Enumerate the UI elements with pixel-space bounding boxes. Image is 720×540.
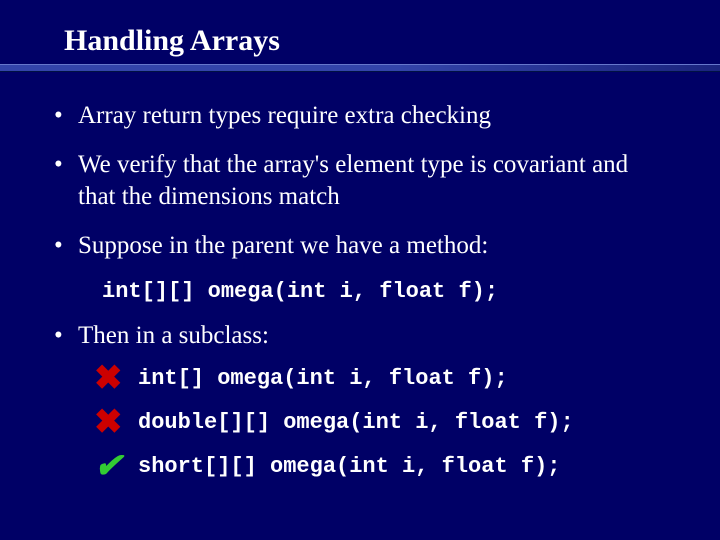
bullet-dot-icon: • xyxy=(54,149,78,180)
bullet-dot-icon: • xyxy=(54,320,78,351)
bullet-dot-icon: • xyxy=(54,100,78,131)
slide-title: Handling Arrays xyxy=(0,24,720,58)
parent-method-code: int[][] omega(int i, float f); xyxy=(54,279,666,304)
bullet-text: Array return types require extra checkin… xyxy=(78,102,491,129)
bullet-dot-icon: • xyxy=(54,230,78,261)
cross-mark-icon: ✖ xyxy=(94,361,138,395)
slide: Handling Arrays •Array return types requ… xyxy=(0,0,720,540)
bullet-text: Then in a subclass: xyxy=(78,322,269,349)
example-code: int[] omega(int i, float f); xyxy=(138,366,508,391)
bullet-item: •Array return types require extra checki… xyxy=(54,100,666,131)
bullet-text: Suppose in the parent we have a method: xyxy=(78,232,488,259)
example-code: double[][] omega(int i, float f); xyxy=(138,410,574,435)
example-code: short[][] omega(int i, float f); xyxy=(138,454,560,479)
title-underline xyxy=(0,64,720,72)
bullet-item: •We verify that the array's element type… xyxy=(54,149,666,212)
bullet-text: We verify that the array's element type … xyxy=(78,151,628,209)
check-mark-icon: ✔ xyxy=(94,449,138,483)
cross-mark-icon: ✖ xyxy=(94,405,138,439)
example-row: ✖ int[] omega(int i, float f); xyxy=(54,361,666,395)
slide-content: •Array return types require extra checki… xyxy=(0,72,720,483)
example-row: ✔ short[][] omega(int i, float f); xyxy=(54,449,666,483)
bullet-item: •Then in a subclass: xyxy=(54,320,666,351)
bullet-item: •Suppose in the parent we have a method: xyxy=(54,230,666,261)
example-row: ✖ double[][] omega(int i, float f); xyxy=(54,405,666,439)
